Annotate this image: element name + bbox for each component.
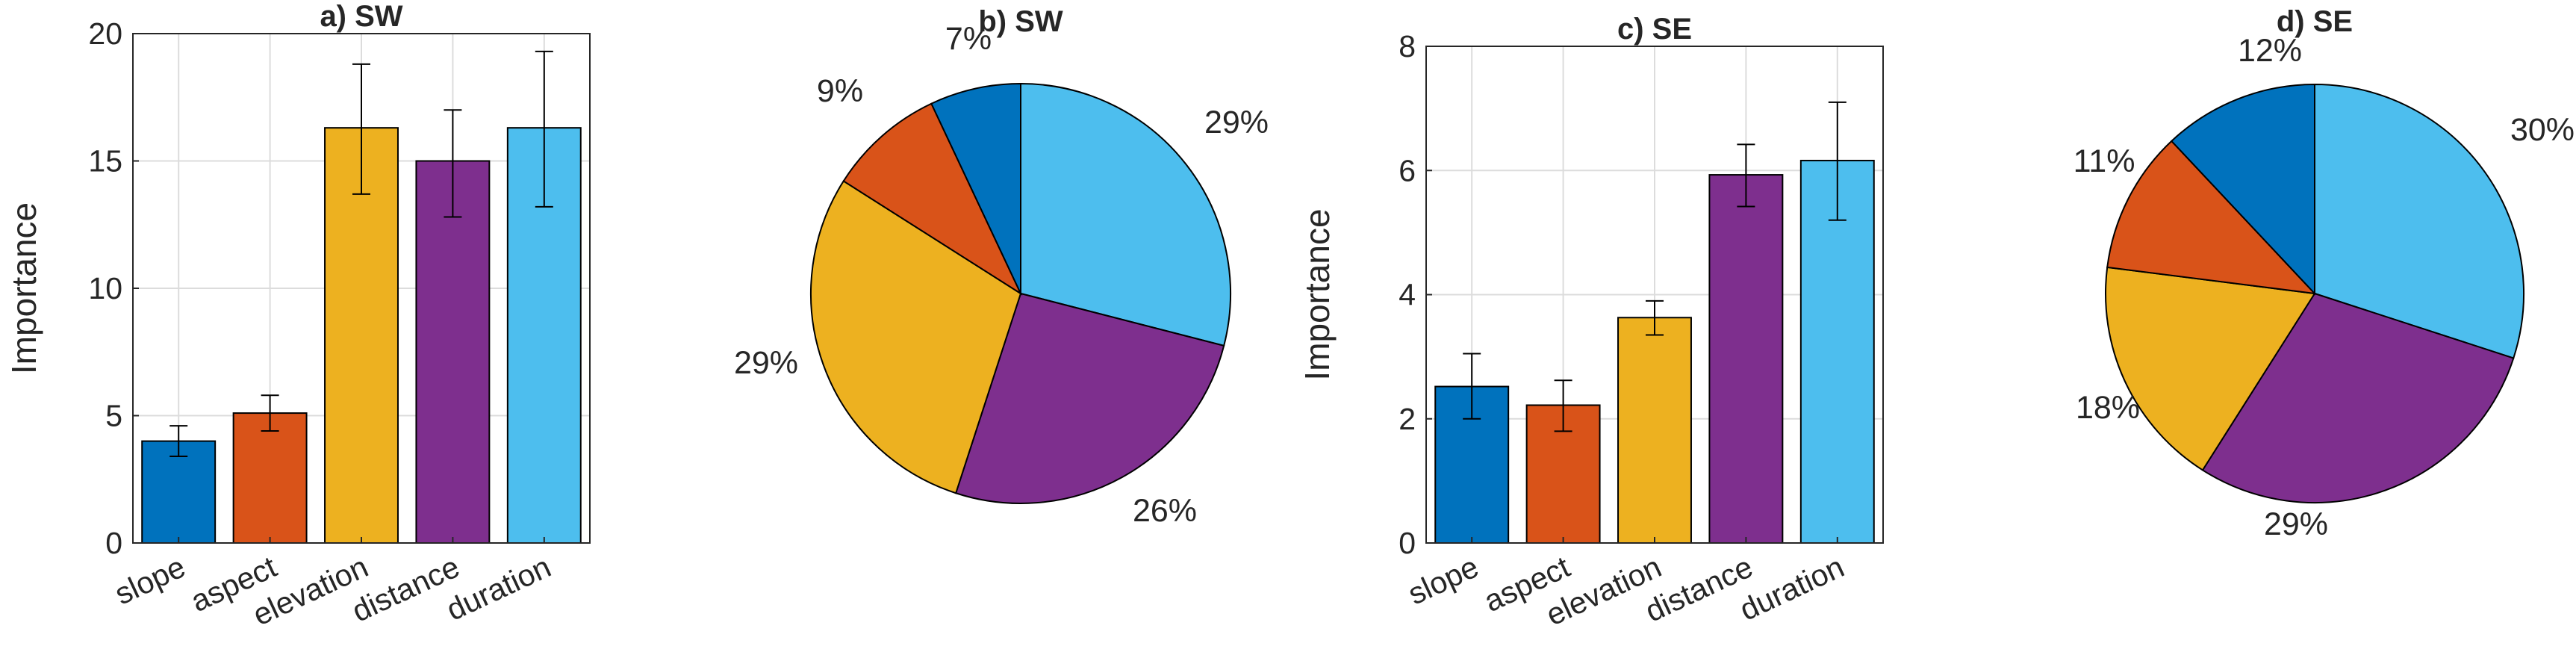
y-tick-label: 4 xyxy=(1399,278,1416,312)
bar-duration xyxy=(1799,159,1875,544)
bar-distance xyxy=(415,160,491,544)
x-tick-label-duration: duration xyxy=(441,549,556,627)
pie-slice-duration xyxy=(2314,83,2524,359)
pie-label-duration: 30% xyxy=(2510,112,2575,148)
error-bar-slope xyxy=(169,425,188,458)
panel-c-bar-chart: 02468slopeaspectelevationdistanceduratio… xyxy=(1298,13,1884,633)
error-bar-slope xyxy=(1463,353,1481,420)
pie-label-slope: 12% xyxy=(2238,33,2302,69)
chart-title: b) SW xyxy=(978,5,1063,38)
panel-b-pie-chart: 29% 26% 29% 9% 7%b) SW xyxy=(734,5,1269,529)
pie-slice-slope xyxy=(930,82,1021,294)
pie-slice-aspect xyxy=(842,102,1023,296)
pie-slice-elevation xyxy=(2105,266,2316,471)
x-tick-label-distance: distance xyxy=(1640,549,1758,628)
pie-slice-aspect xyxy=(2106,140,2317,295)
chart-title: d) SE xyxy=(2277,5,2353,38)
pie-label-distance: 29% xyxy=(2264,506,2328,542)
pie-label-distance: 26% xyxy=(1133,493,1197,529)
error-bar-aspect xyxy=(261,394,279,432)
pie-slice-distance xyxy=(954,292,1225,504)
pie-slice-distance xyxy=(2201,292,2515,503)
error-bar-duration xyxy=(1828,101,1847,221)
error-bar-distance xyxy=(1737,143,1755,208)
error-bar-elevation xyxy=(1646,299,1664,336)
x-tick-label-distance: distance xyxy=(346,549,464,628)
panel-d-pie-chart: 30% 29% 18% 11% 12%d) SE xyxy=(2073,5,2575,542)
pie-label-aspect: 9% xyxy=(817,73,863,109)
y-tick-label: 8 xyxy=(1399,29,1416,63)
y-tick-label: 0 xyxy=(1399,526,1416,560)
y-tick-label: 6 xyxy=(1399,153,1416,187)
pie-slice-slope xyxy=(2170,83,2315,296)
y-axis-label: Importance xyxy=(4,202,43,374)
y-axis-label: Importance xyxy=(1298,208,1337,380)
bar-distance xyxy=(1708,174,1784,544)
chart-title: a) SW xyxy=(320,0,402,33)
x-tick-label-duration: duration xyxy=(1735,549,1849,627)
panel-a-bar-chart: 05101520slopeaspectelevationdistancedura… xyxy=(4,0,591,633)
error-bar-duration xyxy=(535,50,553,208)
y-tick-label: 0 xyxy=(105,526,122,560)
y-tick-label: 5 xyxy=(105,399,122,433)
y-tick-label: 10 xyxy=(88,271,122,305)
pie-label-duration: 29% xyxy=(1204,105,1269,140)
pie-label-aspect: 11% xyxy=(2073,143,2135,179)
bar-aspect xyxy=(232,412,308,544)
y-tick-label: 20 xyxy=(88,16,122,51)
pie-label-elevation: 18% xyxy=(2076,390,2140,426)
bar-elevation xyxy=(1617,317,1692,544)
pie-slice-duration xyxy=(1020,82,1231,347)
y-tick-label: 2 xyxy=(1399,402,1416,436)
error-bar-distance xyxy=(444,109,462,218)
y-tick-label: 15 xyxy=(88,144,122,179)
error-bar-elevation xyxy=(352,63,370,195)
error-bar-aspect xyxy=(1554,379,1572,432)
pie-label-slope: 7% xyxy=(945,21,992,57)
chart-title: c) SE xyxy=(1617,13,1692,46)
pie-label-elevation: 29% xyxy=(734,345,798,381)
pie-slice-elevation xyxy=(810,180,1022,494)
